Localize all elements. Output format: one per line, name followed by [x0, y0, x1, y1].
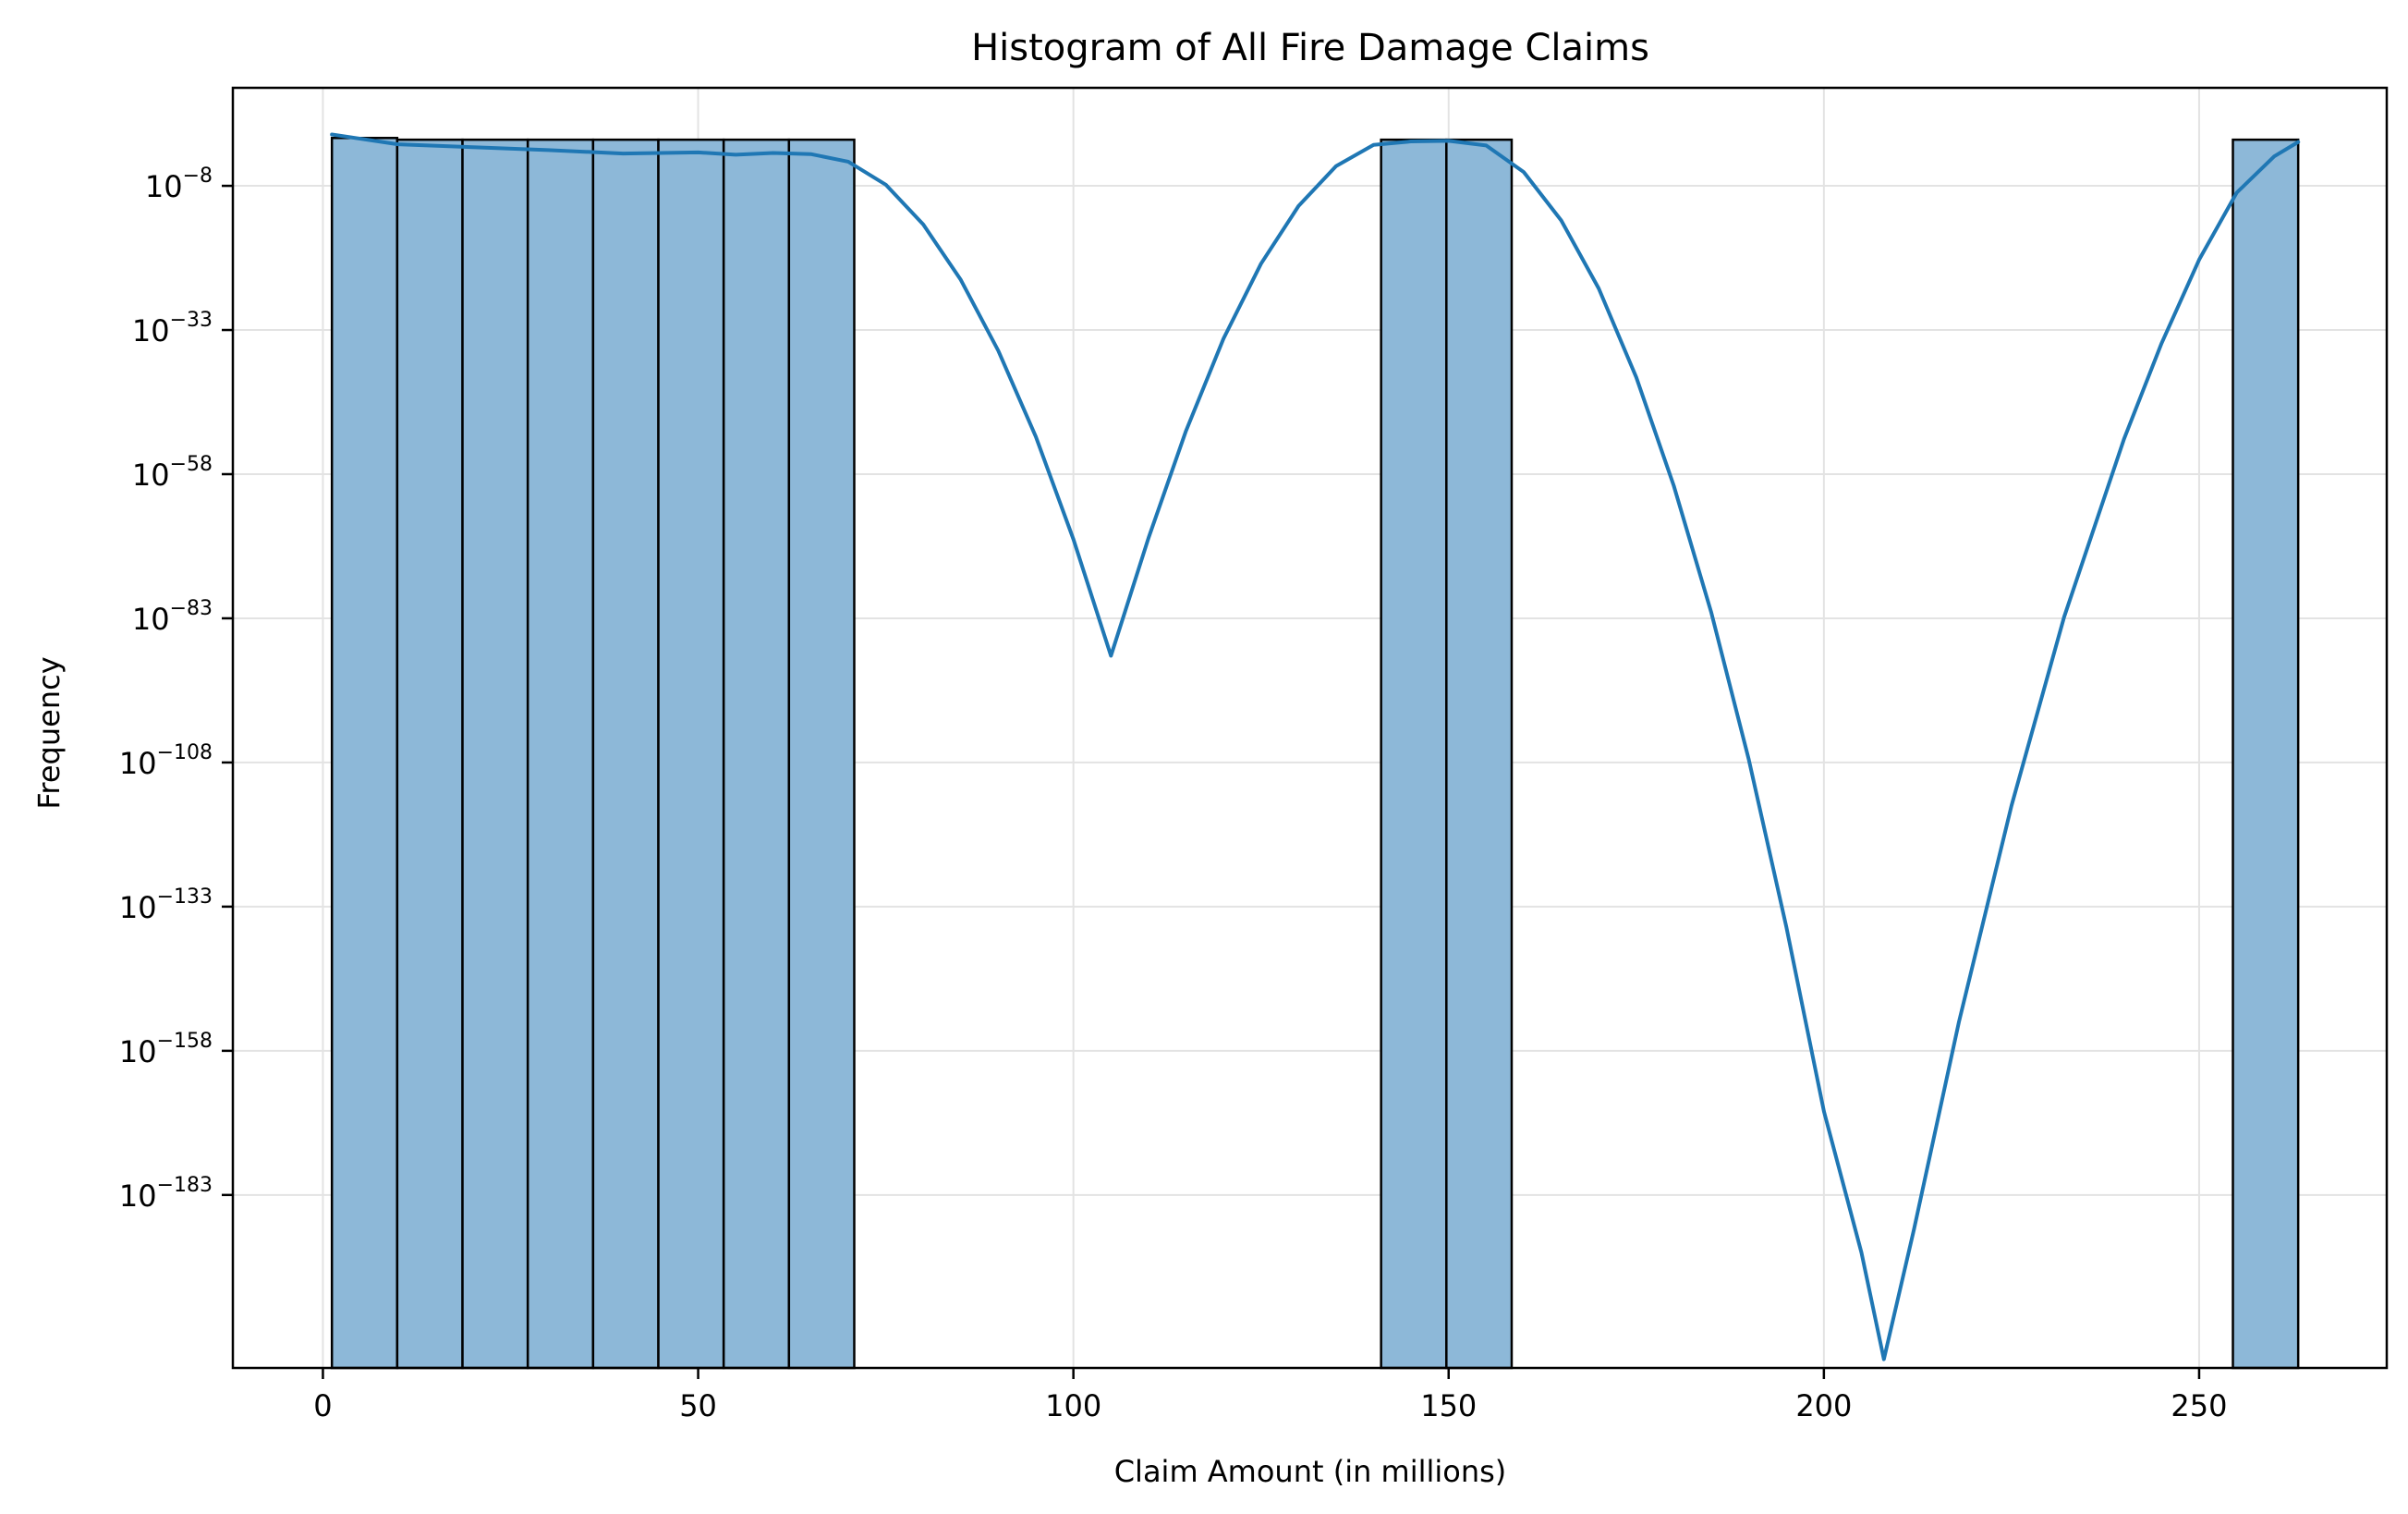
x-tick-label: 50	[679, 1388, 717, 1423]
kde-curve-group	[330, 132, 2301, 1361]
y-tick-label: 10−158	[119, 1030, 213, 1069]
histogram-bar	[461, 138, 529, 1370]
x-tick-label: 150	[1420, 1388, 1477, 1423]
histogram-bar	[1380, 138, 1448, 1370]
y-tick-label: 10−33	[132, 309, 213, 348]
y-tick-label: 10−58	[132, 453, 213, 493]
y-tick-label: 10−8	[145, 165, 213, 204]
histogram-bar	[330, 137, 399, 1370]
histogram-bar	[1445, 138, 1514, 1370]
y-tick-label: 10−83	[132, 597, 213, 637]
histogram-bar	[395, 138, 464, 1370]
y-axis: 10−8 10−33 10−58 10−83 10−108 10−133 10−158 10−…	[119, 165, 233, 1214]
histogram-bars	[330, 137, 2300, 1370]
x-tick-label: 250	[2171, 1388, 2227, 1423]
histogram-bar	[591, 138, 660, 1370]
x-tick-label: 100	[1045, 1388, 1101, 1423]
kde-curve	[330, 132, 2301, 1361]
histogram-bar	[722, 138, 791, 1370]
histogram-bar	[657, 138, 725, 1370]
y-tick-label: 10−133	[119, 885, 213, 925]
histogram-bar	[787, 138, 856, 1370]
y-axis-title: Frequency	[31, 656, 67, 809]
histogram-bar	[526, 138, 595, 1370]
x-axis: 0 50 100 150 200 250	[313, 1368, 2227, 1423]
x-axis-title: Claim Amount (in millions)	[1114, 1454, 1507, 1489]
plot-frame	[231, 86, 2389, 1370]
histogram-bar	[2232, 138, 2300, 1370]
chart-title: Histogram of All Fire Damage Claims	[971, 27, 1649, 69]
y-tick-label: 10−108	[119, 741, 213, 781]
x-tick-label: 200	[1795, 1388, 1852, 1423]
x-tick-label: 0	[313, 1388, 332, 1423]
y-tick-label: 10−183	[119, 1174, 213, 1214]
